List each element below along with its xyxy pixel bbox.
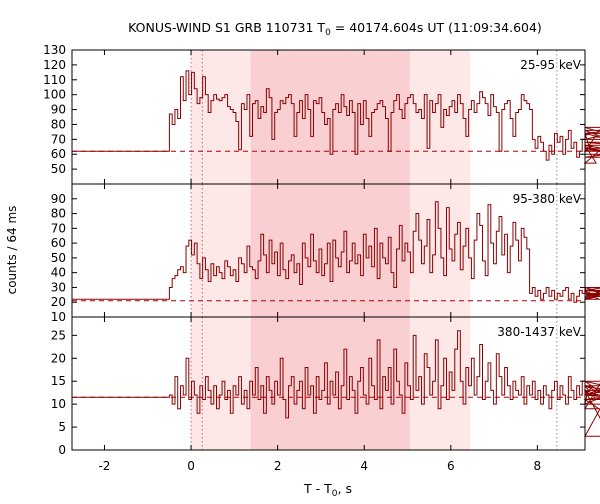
- y-tick-label: 0: [58, 443, 66, 457]
- y-tick-label: 10: [51, 310, 66, 324]
- chart-title: KONUS-WIND S1 GRB 110731 T0 = 40174.604s…: [128, 20, 542, 38]
- x-axis-label: T - T0, s: [303, 481, 352, 499]
- panel-frame: [71, 316, 586, 451]
- x-tick-label: 8: [534, 459, 542, 473]
- shaded-interval-dark: [250, 50, 410, 184]
- y-tick-label: 10: [51, 397, 66, 411]
- y-tick-label: 130: [43, 43, 66, 57]
- y-tick-label: 30: [51, 280, 66, 294]
- chart-title-sub: 0: [325, 28, 331, 38]
- y-tick-label: 50: [51, 162, 66, 176]
- panel-3: 0 5 10 15 20 25 380-1437 keV: [51, 316, 600, 457]
- y-axis-label: counts / 64 ms: [5, 206, 19, 295]
- x-tick-label: 2: [274, 459, 282, 473]
- x-tick-label: 0: [187, 459, 195, 473]
- y-tick-label: 50: [51, 251, 66, 265]
- x-axis-label-sub: 0: [332, 489, 338, 499]
- energy-band-label: 95-380 keV: [513, 192, 582, 206]
- x-axis-label-rest: , s: [338, 481, 352, 496]
- y-tick-label: 120: [43, 58, 66, 72]
- x-tick-label: -2: [98, 459, 110, 473]
- chart-title-main: KONUS-WIND S1 GRB 110731 T: [128, 20, 325, 35]
- y-tick-label: 80: [51, 207, 66, 221]
- y-tick-label: 25: [51, 328, 66, 342]
- y-tick-label: 15: [51, 374, 66, 388]
- y-tick-label: 20: [51, 295, 66, 309]
- y-tick-label: 5: [58, 420, 66, 434]
- lightcurve-step-line: [72, 201, 600, 303]
- x-tick-label: 4: [360, 459, 368, 473]
- y-tick-label: 80: [51, 117, 66, 131]
- y-tick-label: 20: [51, 351, 66, 365]
- chart-title-rest: = 40174.604s UT (11:09:34.604): [331, 20, 542, 35]
- y-tick-label: 100: [43, 88, 66, 102]
- y-tick-label: 110: [43, 73, 66, 87]
- lightcurve-step-line: [72, 70, 600, 164]
- y-tick-label: 60: [51, 236, 66, 250]
- y-tick-label: 70: [51, 221, 66, 235]
- y-tick-label: 60: [51, 147, 66, 161]
- x-tick-label: 6: [447, 459, 455, 473]
- y-tick-label: 70: [51, 132, 66, 146]
- y-tick-label: 40: [51, 266, 66, 280]
- energy-band-label: 380-1437 keV: [497, 325, 581, 339]
- x-axis-label-main: T - T: [303, 481, 332, 496]
- energy-band-label: 25-95 keV: [520, 58, 582, 72]
- y-tick-label: 90: [51, 192, 66, 206]
- y-tick-label: 90: [51, 103, 66, 117]
- lightcurve-step-line: [72, 330, 600, 437]
